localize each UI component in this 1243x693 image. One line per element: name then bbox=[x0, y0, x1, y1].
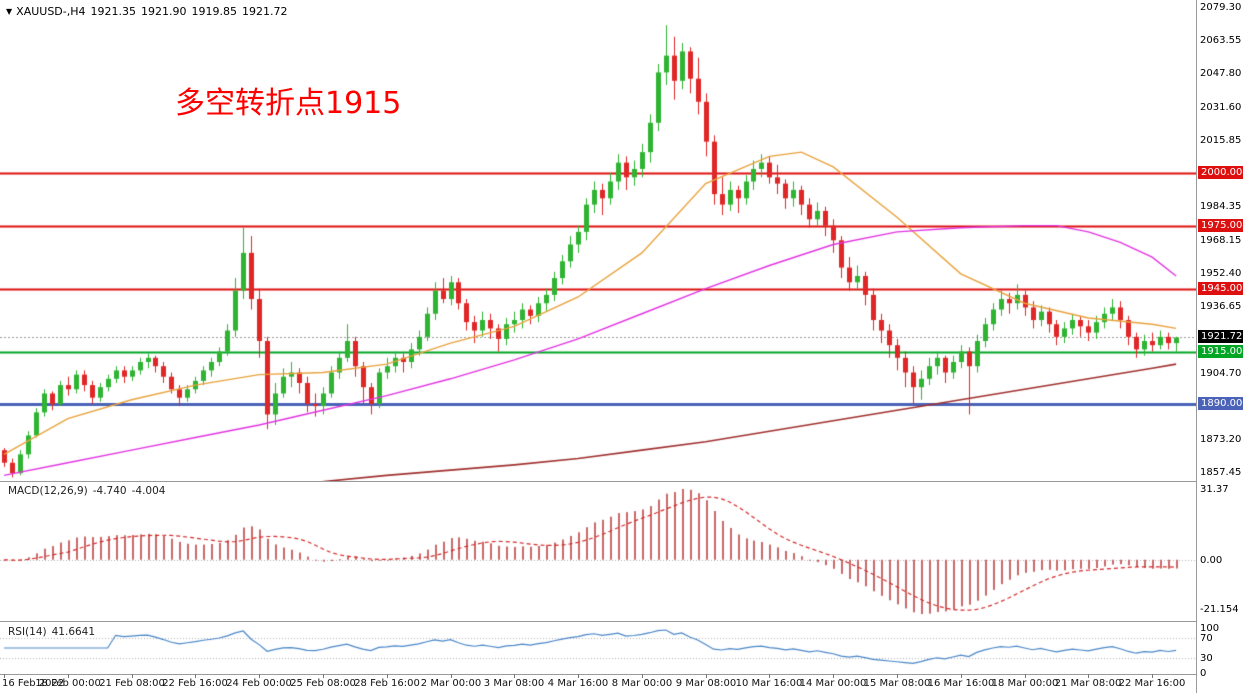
price-tick-label: 0.00 bbox=[1200, 555, 1223, 566]
time-axis-tick bbox=[897, 674, 898, 678]
time-axis-tick bbox=[323, 674, 324, 678]
ohlc-low: 1919.85 bbox=[191, 5, 238, 18]
date-label: 9 Mar 08:00 bbox=[675, 678, 737, 689]
price-tick-label: 1968.15 bbox=[1200, 235, 1242, 246]
date-label: 28 Feb 16:00 bbox=[354, 678, 420, 689]
time-axis-tick bbox=[387, 674, 388, 678]
rsi-name: RSI(14) bbox=[8, 626, 47, 638]
time-axis-tick bbox=[1152, 674, 1153, 678]
macd-name: MACD(12,26,9) bbox=[8, 485, 88, 497]
ohlc-close: 1921.72 bbox=[242, 5, 288, 18]
price-tick-label: 1873.20 bbox=[1200, 434, 1242, 445]
macd-indicator-canvas[interactable] bbox=[0, 482, 1196, 621]
macd-value: -4.740 bbox=[92, 485, 127, 497]
rsi-label: RSI(14) 41.6641 bbox=[8, 626, 100, 638]
symbol-dropdown-icon[interactable]: ▼ bbox=[6, 7, 13, 16]
date-label: 4 Mar 16:00 bbox=[547, 678, 609, 689]
rsi-value: 41.6641 bbox=[51, 626, 96, 638]
symbol-period-label: XAUUSD-,H4 bbox=[16, 5, 86, 18]
panel-resize-handle-macd[interactable] bbox=[0, 481, 1243, 482]
date-label: 2 Mar 00:00 bbox=[420, 678, 482, 689]
date-label: 10 Mar 16:00 bbox=[735, 678, 803, 689]
main-chart-canvas[interactable] bbox=[0, 0, 1196, 481]
date-label: 24 Feb 00:00 bbox=[226, 678, 292, 689]
price-tick-label: 2047.80 bbox=[1200, 68, 1242, 79]
ohlc-high: 1921.90 bbox=[141, 5, 187, 18]
price-tick-label: 1857.45 bbox=[1200, 467, 1242, 478]
price-tick-label: 2015.85 bbox=[1200, 135, 1242, 146]
price-tick-label: 1904.70 bbox=[1200, 368, 1242, 379]
ohlc-open: 1921.35 bbox=[90, 5, 137, 18]
price-tick-label: 70 bbox=[1200, 633, 1213, 644]
price-tick-label: 2063.55 bbox=[1200, 35, 1242, 46]
price-tick-label: 31.37 bbox=[1200, 484, 1229, 495]
price-tick-label: 1952.40 bbox=[1200, 268, 1242, 279]
date-label: 18 Mar 00:00 bbox=[991, 678, 1059, 689]
date-label: 14 Mar 00:00 bbox=[799, 678, 867, 689]
chart-annotation-text[interactable]: 多空转折点1915 bbox=[175, 86, 402, 121]
date-label: 16 Feb 2022 bbox=[2, 678, 65, 689]
time-axis-tick bbox=[1025, 674, 1026, 678]
hline-price-badge: 1975.00 bbox=[1198, 219, 1243, 232]
date-label: 18 Feb 00:00 bbox=[35, 678, 101, 689]
date-label: 25 Feb 08:00 bbox=[290, 678, 356, 689]
price-tick-label: 1984.35 bbox=[1200, 201, 1242, 212]
date-label: 21 Mar 08:00 bbox=[1054, 678, 1122, 689]
price-axis[interactable]: 2079.30 2063.55 2047.80 2031.60 2015.85 2000.… bbox=[1196, 0, 1243, 693]
hline-price-badge: 1890.00 bbox=[1198, 397, 1243, 410]
date-label: 16 Mar 16:00 bbox=[927, 678, 995, 689]
time-axis-tick bbox=[68, 674, 69, 678]
time-axis-tick bbox=[1088, 674, 1089, 678]
time-axis-tick bbox=[706, 674, 707, 678]
price-tick-label: 2079.30 bbox=[1200, 2, 1242, 13]
date-label: 15 Mar 08:00 bbox=[863, 678, 931, 689]
time-axis-tick bbox=[195, 674, 196, 678]
hline-price-badge: 1915.00 bbox=[1198, 345, 1243, 358]
hline-price-badge: 1945.00 bbox=[1198, 282, 1243, 295]
price-tick-label: 2031.60 bbox=[1200, 102, 1242, 113]
price-tick-label: 30 bbox=[1200, 653, 1213, 664]
time-axis-tick bbox=[451, 674, 452, 678]
macd-label: MACD(12,26,9) -4.740 -4.004 bbox=[8, 485, 170, 497]
price-tick-label: 100 bbox=[1200, 623, 1220, 634]
price-tick-label: -21.154 bbox=[1200, 604, 1239, 615]
time-axis-tick bbox=[514, 674, 515, 678]
time-axis-tick bbox=[259, 674, 260, 678]
time-axis-divider bbox=[0, 674, 1243, 675]
price-tick-label: 0 bbox=[1200, 668, 1207, 679]
chart-title: ▼ XAUUSD-,H4 1921.35 1921.90 1919.85 1921.72 bbox=[6, 5, 293, 18]
time-axis[interactable]: 16 Feb 2022 18 Feb 00:00 21 Feb 08:00 22 Fe… bbox=[0, 674, 1196, 693]
date-label: 22 Mar 16:00 bbox=[1118, 678, 1186, 689]
time-axis-tick bbox=[4, 674, 5, 678]
date-label: 3 Mar 08:00 bbox=[483, 678, 545, 689]
hline-price-badge: 2000.00 bbox=[1198, 166, 1243, 179]
time-axis-tick bbox=[578, 674, 579, 678]
macd-signal-value: -4.004 bbox=[131, 485, 166, 497]
panel-resize-handle-rsi[interactable] bbox=[0, 621, 1243, 622]
time-axis-tick bbox=[642, 674, 643, 678]
date-label: 21 Feb 08:00 bbox=[99, 678, 165, 689]
time-axis-tick bbox=[833, 674, 834, 678]
time-axis-tick bbox=[961, 674, 962, 678]
price-tick-label: 1936.65 bbox=[1200, 301, 1242, 312]
date-label: 8 Mar 00:00 bbox=[611, 678, 673, 689]
time-axis-tick bbox=[769, 674, 770, 678]
last-price-badge: 1921.72 bbox=[1198, 330, 1243, 343]
rsi-indicator-canvas[interactable] bbox=[0, 622, 1196, 674]
time-axis-tick bbox=[132, 674, 133, 678]
date-label: 22 Feb 16:00 bbox=[162, 678, 228, 689]
